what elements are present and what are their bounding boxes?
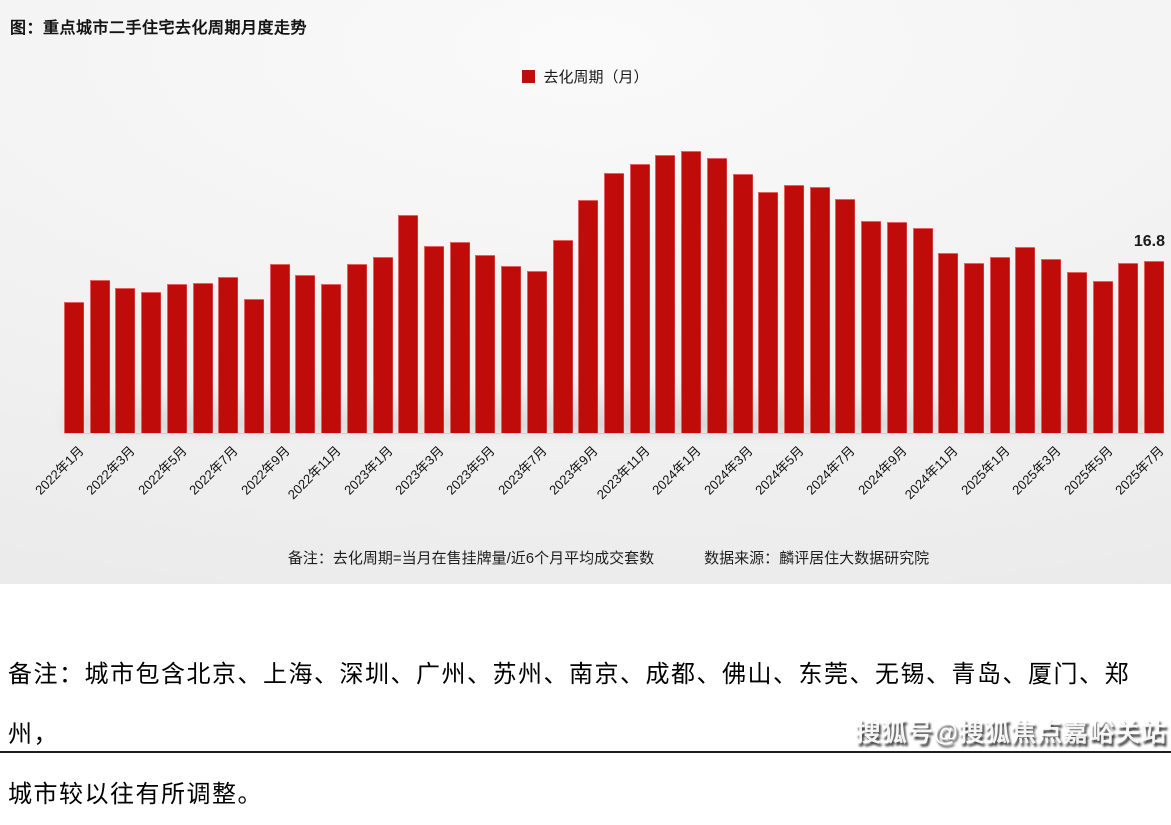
bar-2024年9月 [886, 222, 907, 433]
bar-2024年7月 [835, 199, 856, 433]
bar-2022年6月 [192, 283, 213, 433]
bar-2022年2月 [89, 280, 110, 433]
bottom-rule [0, 751, 1171, 753]
bar-2024年4月 [758, 192, 779, 433]
bar-2023年10月 [604, 173, 624, 433]
bar-2025年6月 [1118, 263, 1139, 433]
legend-label: 去化周期（月） [543, 69, 649, 86]
x-tick-2022年5月: 2022年5月 [135, 443, 190, 498]
bar-2022年9月 [269, 264, 290, 433]
bar-2023年12月 [655, 155, 676, 433]
bar-2023年4月 [449, 242, 470, 433]
last-bar-value-label: 16.8 [1133, 233, 1165, 250]
bar-2023年8月 [552, 240, 573, 433]
bar-2025年7月 [1144, 261, 1164, 433]
chart-notes: 备注：去化周期=当月在售挂牌量/近6个月平均成交套数 数据来源：麟评居住大数据研… [0, 547, 1171, 568]
bar-2025年4月 [1066, 272, 1087, 433]
chart-panel: 图：重点城市二手住宅去化周期月度走势 去化周期（月） 16.8 2022年1月 2… [0, 0, 1171, 584]
watermark: 搜狐号@搜狐焦点嘉峪关站 [855, 719, 1167, 747]
bar-2023年3月 [424, 246, 444, 433]
x-tick-2024年1月: 2024年1月 [649, 443, 704, 498]
x-tick-2022年9月: 2022年9月 [237, 443, 293, 498]
bar-2025年2月 [1015, 247, 1036, 433]
bar-2023年1月 [372, 257, 393, 433]
x-tick-2023年11月: 2023年11月 [593, 443, 653, 503]
bar-2024年8月 [861, 221, 882, 433]
bar-2022年8月 [244, 299, 264, 433]
x-tick-2024年7月: 2024年7月 [803, 443, 859, 498]
x-tick-2022年7月: 2022年7月 [186, 443, 242, 498]
legend: 去化周期（月） [0, 66, 1171, 87]
x-tick-2022年1月: 2022年1月 [32, 443, 87, 498]
bar-2025年1月 [989, 257, 1010, 433]
x-tick-2025年5月: 2025年5月 [1060, 443, 1116, 498]
bar-2022年4月 [141, 292, 162, 433]
bar-2025年3月 [1041, 259, 1062, 433]
bar-2023年5月 [475, 255, 496, 433]
x-tick-2023年5月: 2023年5月 [443, 443, 499, 498]
bar-2023年2月 [398, 215, 419, 433]
footnote-line1: 备注：城市包含北京、上海、深圳、广州、苏州、南京、成都、佛山、东莞、无锡、青岛、… [8, 662, 1130, 748]
bar-2022年10月 [295, 275, 316, 433]
legend-swatch-icon [522, 70, 536, 83]
x-axis-labels: 2022年1月 2022年3月 2022年5月 2022年7月 2022年9月 2022年… [32, 433, 1167, 533]
footnote-line2: 城市较以往有所调整。 [8, 782, 263, 808]
x-tick-2024年3月: 2024年3月 [700, 443, 756, 498]
bar-2022年12月 [346, 264, 367, 433]
x-tick-2025年1月: 2025年1月 [957, 443, 1013, 498]
note-source: 数据来源：麟评居住大数据研究院 [704, 550, 930, 567]
bar-2024年12月 [964, 263, 984, 433]
x-tick-2024年11月: 2024年11月 [902, 443, 962, 503]
bar-2024年2月 [706, 158, 727, 433]
bar-2023年9月 [578, 200, 599, 433]
bar-2023年7月 [526, 271, 547, 433]
bar-2023年6月 [501, 266, 522, 433]
plot-area: 16.8 2022年1月 2022年3月 2022年5月 2022年7月 2022年9月… [32, 120, 1167, 502]
x-tick-2022年11月: 2022年11月 [284, 443, 344, 503]
bar-2024年11月 [938, 253, 959, 433]
x-tick-2023年1月: 2023年1月 [340, 443, 396, 498]
x-tick-2023年7月: 2023年7月 [495, 443, 550, 498]
x-tick-2023年9月: 2023年9月 [546, 443, 602, 498]
x-tick-2022年3月: 2022年3月 [83, 443, 139, 498]
x-tick-2025年7月: 2025年7月 [1112, 443, 1167, 498]
bar-2022年7月 [218, 277, 239, 433]
x-tick-2023年3月: 2023年3月 [392, 443, 447, 498]
chart-title: 图：重点城市二手住宅去化周期月度走势 [10, 20, 308, 37]
bar-2022年11月 [321, 284, 342, 433]
x-tick-2024年9月: 2024年9月 [855, 443, 910, 498]
bar-2024年1月 [681, 151, 702, 433]
bar-2022年1月 [64, 302, 84, 433]
note-definition: 备注：去化周期=当月在售挂牌量/近6个月平均成交套数 [287, 550, 655, 567]
x-tick-2025年3月: 2025年3月 [1009, 443, 1064, 498]
bar-2022年5月 [166, 284, 187, 433]
bar-2025年5月 [1092, 281, 1113, 433]
bar-2023年11月 [629, 164, 650, 433]
bar-2024年10月 [912, 228, 933, 433]
bar-2024年5月 [784, 185, 804, 433]
bar-2024年6月 [809, 187, 830, 433]
bar-2024年3月 [732, 174, 753, 433]
bar-2022年3月 [115, 288, 136, 433]
x-tick-2024年5月: 2024年5月 [752, 443, 807, 498]
